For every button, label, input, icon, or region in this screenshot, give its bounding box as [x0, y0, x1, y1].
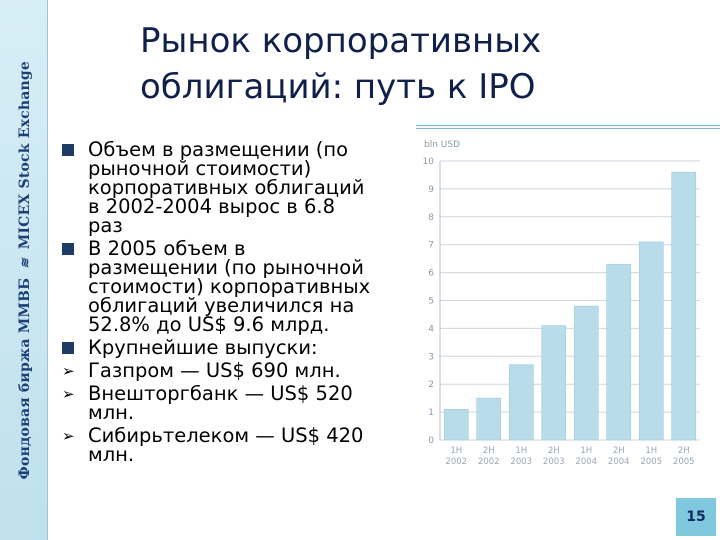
y-tick-label: 7 [428, 241, 434, 251]
bullet-item: Крупнейшие выпуски: [62, 338, 402, 357]
x-tick-label-year: 2005 [640, 457, 662, 467]
x-tick-label-year: 2003 [510, 457, 532, 467]
x-tick-label-half: 2H [548, 446, 560, 456]
bar [638, 241, 664, 441]
sidebar-band [0, 0, 48, 540]
x-tick-label-year: 2004 [608, 457, 630, 467]
y-tick-label: 2 [428, 380, 434, 390]
sidebar-branding: Фондовая биржа ММВБ ≋ MICEX Stock Exchan… [8, 10, 42, 530]
x-tick-label-half: 2H [613, 446, 625, 456]
bullet-line: стоимости) корпоративных [88, 275, 371, 298]
y-tick-label: 5 [428, 297, 434, 307]
bullet-line: рыночной стоимости) [88, 157, 312, 180]
bullet-line: 52.8% до US$ 9.6 млрд. [88, 313, 330, 336]
bullet-line: облигаций увеличился на [88, 294, 355, 317]
y-tick-label: 3 [428, 352, 434, 362]
page-title: Рынок корпоративных облигаций: путь к IP… [140, 18, 620, 110]
bullet-line: Объем в размещении (по [88, 138, 349, 161]
bullet-line: раз [88, 214, 123, 237]
x-tick-label-year: 2002 [445, 457, 467, 467]
y-axis-label: bln USD [424, 140, 460, 150]
y-tick-label: 9 [428, 185, 434, 195]
square-bullet-icon [62, 243, 74, 255]
bullet-line: Газпром — US$ 690 млн. [88, 359, 341, 382]
x-tick-label-half: 1H [645, 446, 657, 456]
bullet-item: Объем в размещении (по рыночной стоимости… [62, 140, 402, 235]
x-tick-label-half: 1H [515, 446, 527, 456]
bullet-item: ➢ Внешторгбанк — US$ 520 млн. [62, 382, 402, 424]
bullet-line: размещении (по рыночной [88, 256, 364, 279]
x-tick-label-half: 1H [450, 446, 462, 456]
y-tick-label: 0 [428, 436, 434, 446]
micex-wave-icon: ≋ [18, 258, 32, 269]
arrow-bullet-icon: ➢ [62, 427, 75, 445]
bar [443, 409, 469, 441]
bullet-item: ➢ Газпром — US$ 690 млн. [62, 359, 402, 382]
x-tick-label-half: 2H [678, 446, 690, 456]
title-line-1: Рынок корпоративных [140, 21, 542, 61]
y-tick-label: 10 [423, 157, 435, 167]
page-number: 15 [676, 498, 716, 536]
bar [541, 325, 567, 441]
x-tick-label-year: 2005 [673, 457, 695, 467]
x-tick-label-year: 2003 [543, 457, 565, 467]
arrow-bullet-icon: ➢ [62, 385, 75, 403]
y-tick-label: 8 [428, 213, 434, 223]
x-tick-label-half: 2H [483, 446, 495, 456]
title-line-2: облигаций: путь к IPO [140, 67, 536, 107]
bullet-item: В 2005 объем в размещении (по рыночной сто… [62, 239, 402, 334]
x-tick-label-year: 2002 [478, 457, 500, 467]
bullet-list: Объем в размещении (по рыночной стоимости… [62, 140, 402, 468]
header-divider [416, 125, 720, 129]
x-tick-label-half: 1H [580, 446, 592, 456]
sidebar-text-ru: Фондовая биржа ММВБ [17, 277, 33, 480]
sidebar-text-en: MICEX Stock Exchange [17, 60, 33, 250]
bullet-line: В 2005 объем в [88, 237, 246, 260]
y-tick-label: 1 [428, 408, 434, 418]
square-bullet-icon [62, 342, 74, 354]
bar-chart: bln USD0123456789101H20022H20021H20032H2… [423, 140, 700, 467]
bar [606, 263, 632, 441]
bar [671, 171, 697, 441]
bar [573, 305, 599, 441]
bullet-line: Внешторгбанк — US$ 520 [88, 382, 353, 405]
bullet-line: в 2002-2004 вырос в 6.8 [88, 195, 335, 218]
arrow-bullet-icon: ➢ [62, 362, 75, 380]
bullet-line: млн. [88, 443, 135, 466]
bar [508, 364, 534, 441]
bullet-line: млн. [88, 401, 135, 424]
bullet-line: корпоративных облигаций [88, 176, 365, 199]
bullet-item: ➢ Сибирьтелеком — US$ 420 млн. [62, 424, 402, 466]
y-tick-label: 4 [428, 324, 434, 334]
y-tick-label: 6 [428, 269, 434, 279]
bar [476, 397, 502, 441]
square-bullet-icon [62, 144, 74, 156]
bullet-line: Сибирьтелеком — US$ 420 [88, 424, 364, 447]
bullet-line: Крупнейшие выпуски: [88, 336, 318, 359]
x-tick-label-year: 2004 [575, 457, 597, 467]
